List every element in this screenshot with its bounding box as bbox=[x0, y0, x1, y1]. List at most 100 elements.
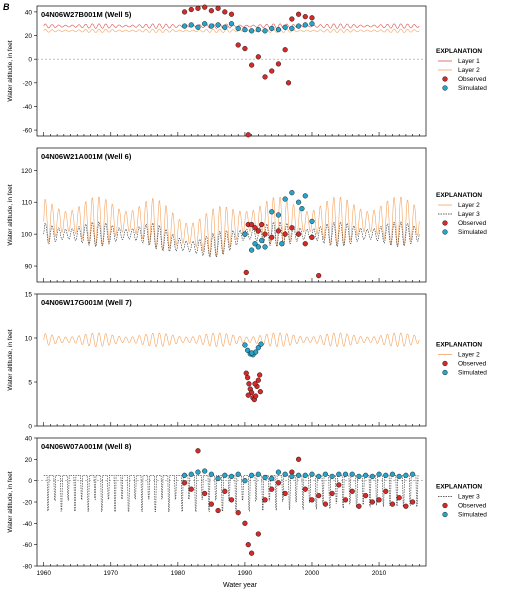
observed-point bbox=[363, 493, 369, 499]
legend-label: Simulated bbox=[458, 85, 487, 92]
observed-point bbox=[336, 482, 342, 488]
simulated-point bbox=[403, 472, 409, 478]
simulated-point bbox=[275, 469, 282, 475]
legend-marker bbox=[442, 502, 448, 509]
y-tick-label: -40 bbox=[23, 521, 33, 528]
y-tick-label: 40 bbox=[25, 9, 33, 16]
simulated-point bbox=[208, 471, 214, 477]
observed-point bbox=[383, 488, 389, 494]
legend-marker bbox=[442, 85, 448, 91]
legend-title: EXPLANATION bbox=[436, 484, 482, 491]
y-axis-label: Water altitude, in feet bbox=[7, 329, 14, 390]
observed-point bbox=[262, 231, 268, 237]
y-tick-label: 90 bbox=[25, 264, 33, 271]
simulated-point bbox=[282, 24, 288, 30]
observed-point bbox=[195, 448, 201, 454]
y-tick-label: 0 bbox=[28, 424, 32, 431]
simulated-point bbox=[309, 471, 315, 477]
observed-point bbox=[255, 377, 261, 383]
legend-label: Simulated bbox=[458, 370, 487, 377]
simulated-point bbox=[363, 472, 369, 478]
simulated-point bbox=[369, 473, 375, 480]
simulated-point bbox=[389, 471, 396, 477]
simulated-point bbox=[299, 206, 305, 212]
observed-point bbox=[228, 497, 235, 503]
observed-point bbox=[245, 392, 251, 398]
y-tick-label: 0 bbox=[28, 57, 32, 64]
legend-marker bbox=[442, 76, 448, 82]
simulated-point bbox=[228, 21, 235, 27]
panel-title: 04N06W21A001M (Well 6) bbox=[41, 152, 132, 161]
simulated-point bbox=[222, 24, 228, 30]
simulated-point bbox=[242, 27, 248, 33]
legend-label: Layer 2 bbox=[458, 352, 480, 359]
observed-point bbox=[257, 372, 263, 378]
observed-point bbox=[249, 550, 255, 556]
legend-label: Observed bbox=[458, 503, 487, 510]
observed-point bbox=[222, 9, 228, 15]
observed-point bbox=[228, 11, 235, 17]
panel-1: -60 -40 -20 0 20 40 04N06W27B001M (Well 5) Wate… bbox=[7, 4, 487, 138]
simulated-point bbox=[282, 196, 288, 202]
plot-frame bbox=[36, 147, 427, 283]
simulated-point bbox=[302, 22, 308, 28]
simulated-point bbox=[289, 25, 295, 32]
observed-point bbox=[389, 501, 396, 507]
observed-point bbox=[255, 228, 261, 234]
legend-label: Simulated bbox=[458, 512, 487, 519]
observed-point bbox=[255, 531, 261, 537]
y-tick-label: -40 bbox=[23, 104, 33, 111]
simulated-point bbox=[188, 471, 194, 477]
observed-point bbox=[181, 480, 188, 486]
simulated-point bbox=[215, 22, 221, 28]
observed-point bbox=[316, 273, 322, 279]
observed-point bbox=[403, 503, 409, 509]
observed-point bbox=[215, 5, 221, 11]
simulated-point bbox=[181, 472, 188, 478]
observed-point bbox=[246, 381, 252, 387]
panel-2: 90 100 110 120 04N06W21A001M (Well 6) Water a… bbox=[7, 147, 487, 283]
legend-label: Layer 3 bbox=[458, 494, 480, 501]
observed-point bbox=[269, 68, 275, 74]
simulated-point bbox=[336, 471, 342, 477]
simulated-point bbox=[262, 244, 268, 250]
observed-point bbox=[243, 269, 249, 276]
observed-point bbox=[309, 15, 315, 21]
y-tick-label: 100 bbox=[21, 232, 32, 239]
observed-point bbox=[342, 497, 349, 503]
simulated-point bbox=[309, 21, 315, 27]
series-line-layer-3 bbox=[43, 221, 420, 258]
observed-point bbox=[253, 393, 259, 399]
series-line-layer-2 bbox=[43, 196, 420, 257]
simulated-point bbox=[295, 472, 302, 478]
x-tick-label: 1990 bbox=[238, 570, 253, 577]
observed-point bbox=[282, 490, 288, 497]
observed-point bbox=[252, 225, 258, 231]
observed-point bbox=[409, 499, 416, 505]
series-line-layer-2 bbox=[43, 332, 420, 347]
observed-point bbox=[202, 4, 208, 10]
observed-point bbox=[282, 231, 288, 237]
legend-marker bbox=[442, 229, 448, 235]
simulated-point bbox=[269, 25, 275, 32]
panel-title: 04N06W07A001M (Well 8) bbox=[41, 442, 132, 451]
legend-marker bbox=[442, 511, 448, 518]
simulated-point bbox=[252, 241, 258, 247]
y-axis-label: Water altitude, in feet bbox=[7, 184, 14, 245]
y-tick-label: -60 bbox=[23, 128, 33, 135]
simulated-point bbox=[249, 247, 255, 253]
simulated-point bbox=[302, 193, 308, 199]
simulated-point bbox=[235, 25, 241, 32]
panel-title: 04N06W27B001M (Well 5) bbox=[41, 10, 132, 19]
simulated-point bbox=[188, 22, 194, 28]
y-tick-label: 5 bbox=[28, 380, 32, 387]
observed-point bbox=[202, 490, 208, 497]
observed-point bbox=[208, 8, 214, 14]
y-tick-label: 40 bbox=[25, 436, 33, 443]
observed-point bbox=[208, 501, 214, 507]
observed-point bbox=[302, 241, 308, 247]
observed-point bbox=[245, 132, 251, 138]
simulated-point bbox=[396, 473, 402, 480]
simulated-point bbox=[289, 190, 295, 196]
